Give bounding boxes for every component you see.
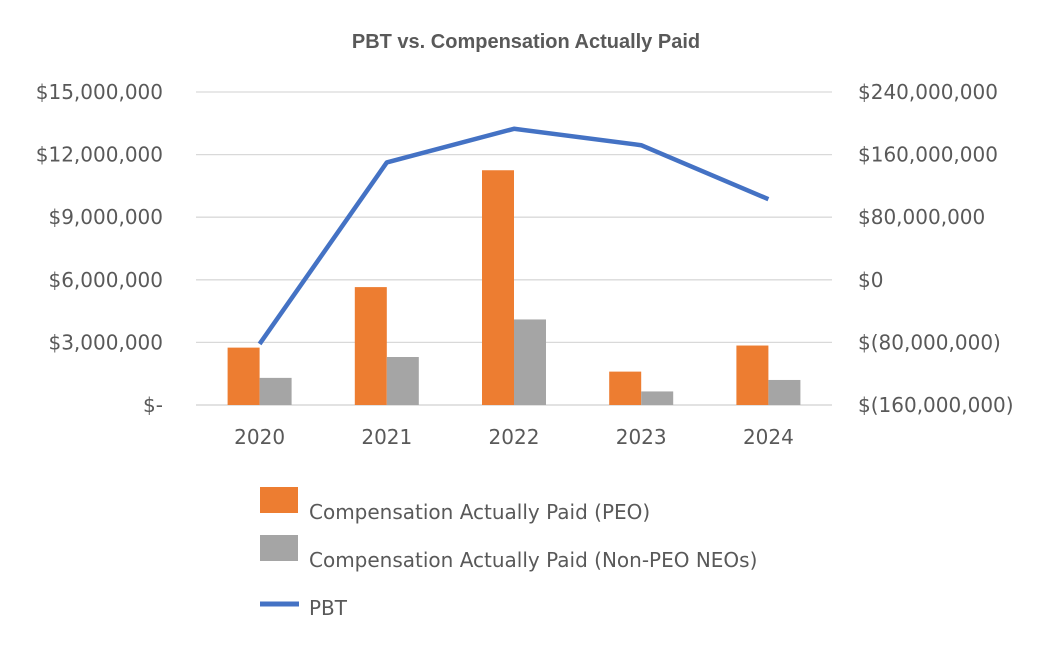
x-axis-ticks: 2020 2021 2022 2023 2024	[234, 425, 794, 449]
x-axis-tick-label: 2022	[489, 425, 540, 449]
bar-peo-2021	[354, 287, 387, 405]
bar-non-peo-2024	[768, 379, 801, 405]
right-axis-tick-label: $(80,000,000)	[858, 330, 1001, 354]
left-axis-tick-label: $-	[143, 393, 163, 417]
right-axis-tick-label: $0	[858, 268, 883, 292]
legend-label: Compensation Actually Paid (PEO)	[309, 500, 650, 524]
bar-peo-2020	[227, 347, 260, 405]
pbt-line	[257, 126, 770, 346]
right-axis-tick-label: $(160,000,000)	[858, 393, 1014, 417]
right-axis-tick-label: $80,000,000	[858, 205, 985, 229]
left-axis-tick-label: $15,000,000	[36, 80, 163, 104]
bar-peo-2023	[609, 371, 642, 405]
bar-non-peo-2023	[641, 391, 674, 405]
left-axis-tick-label: $6,000,000	[48, 268, 163, 292]
bar-non-peo-2020	[259, 377, 292, 405]
bars	[227, 170, 801, 405]
right-axis-tick-label: $240,000,000	[858, 80, 998, 104]
bar-non-peo-2022	[514, 319, 546, 405]
pbt-line-layer	[257, 126, 770, 346]
legend-label: PBT	[309, 596, 348, 620]
bar-peo-2022	[482, 170, 514, 405]
x-axis-tick-label: 2021	[361, 425, 412, 449]
legend: Compensation Actually Paid (PEO) Compensa…	[260, 487, 757, 620]
left-axis-tick-label: $3,000,000	[48, 330, 163, 354]
left-axis-tick-label: $9,000,000	[48, 205, 163, 229]
chart-title: PBT vs. Compensation Actually Paid	[352, 31, 700, 53]
legend-label: Compensation Actually Paid (Non-PEO NEOs…	[309, 548, 757, 572]
right-axis-ticks: $(160,000,000) $(80,000,000) $0 $80,000,000…	[858, 80, 1014, 417]
legend-swatch-non-peo	[260, 535, 298, 561]
legend-swatch-peo	[260, 487, 298, 513]
x-axis-tick-label: 2020	[234, 425, 285, 449]
x-axis-tick-label: 2024	[743, 425, 794, 449]
x-axis-tick-label: 2023	[616, 425, 667, 449]
left-axis-tick-label: $12,000,000	[36, 143, 163, 167]
left-axis-ticks: $- $3,000,000 $6,000,000 $9,000,000 $12,000,…	[36, 80, 163, 417]
bar-non-peo-2021	[386, 357, 419, 405]
right-axis-tick-label: $160,000,000	[858, 143, 998, 167]
bar-peo-2024	[736, 345, 769, 405]
